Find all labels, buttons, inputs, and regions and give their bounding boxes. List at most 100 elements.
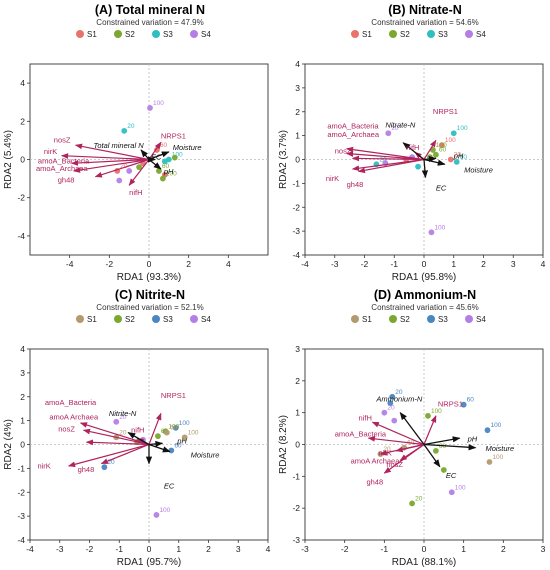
x-tick-label: -4: [301, 259, 309, 269]
constrained-variation-label: Constrained variation = 47.9%: [96, 18, 203, 27]
sample-point-label: 60: [170, 425, 178, 432]
x-tick-label: -1: [381, 544, 389, 554]
sample-point-s3: [121, 127, 128, 134]
sample-point-label: 20: [395, 389, 403, 396]
gene-label-nosz: nosZ: [54, 135, 71, 144]
gene-label-nifh: nifH: [406, 143, 419, 152]
panel-title: (B) Nitrate-N: [388, 3, 462, 17]
sample-point-label: 20: [379, 156, 387, 163]
y-tick-label: 4: [20, 344, 25, 354]
y-tick-label: -4: [17, 535, 25, 545]
gene-label-nrps1: NRPS1: [161, 391, 186, 400]
legend-label-s2: S2: [125, 30, 135, 39]
sample-point-label: 100: [188, 429, 199, 436]
sample-point-label: 100: [179, 420, 190, 427]
gene-vector-nrps1: [423, 415, 437, 445]
legend-marker-s2: [389, 30, 397, 38]
env-label-ammonium-n: Ammonium-N: [375, 395, 422, 404]
env-vector-ec: [423, 444, 441, 468]
panel-total-mineral-n: (A) Total mineral N Constrained variation…: [0, 0, 275, 285]
sample-point-s3: [415, 163, 421, 170]
x-tick-label: -3: [331, 259, 339, 269]
x-tick-label: -2: [341, 544, 349, 554]
sample-point-s4: [391, 417, 398, 424]
env-label-ph: pH: [163, 167, 174, 176]
x-tick-label: 1: [461, 544, 466, 554]
x-tick-label: 2: [206, 544, 211, 554]
gene-label-amoa-bacteria: amoA_Bacteria: [38, 156, 90, 165]
gene-label-nifh: nifH: [129, 188, 142, 197]
sample-point-s1: [447, 156, 454, 163]
x-tick-label: -3: [301, 544, 309, 554]
y-tick-label: 1: [295, 408, 300, 418]
y-tick-label: 2: [295, 107, 300, 117]
y-tick-label: -4: [17, 231, 25, 241]
env-vector-moisture: [148, 443, 171, 453]
env-label-ec: EC: [164, 482, 175, 491]
env-label-moisture: Moisture: [173, 143, 202, 152]
env-vector-ph: [423, 155, 437, 163]
sample-point-s3: [101, 464, 108, 471]
y-axis-label: RDA2 (4%): [3, 419, 14, 470]
legend-marker-s3: [152, 30, 160, 38]
sample-point-label: 60: [439, 443, 447, 450]
sample-point-label: 100: [490, 422, 501, 429]
sample-point-s4: [381, 409, 388, 416]
sample-point-s4: [147, 105, 153, 111]
sample-point-label: 20: [120, 163, 128, 170]
y-tick-label: -3: [292, 535, 300, 545]
legend-label-s2: S2: [400, 30, 410, 39]
legend-marker-s2: [114, 315, 122, 323]
x-tick-label: 1: [451, 259, 456, 269]
legend-label-s4: S4: [201, 30, 211, 39]
env-vector-ph: [148, 158, 162, 170]
env-label-ec: EC: [446, 471, 457, 480]
legend-label-s1: S1: [362, 30, 372, 39]
sample-point-s1: [163, 429, 170, 436]
y-tick-label: -1: [292, 178, 300, 188]
gene-vector-gh48: [357, 158, 425, 174]
gene-vector-nrps1: [148, 412, 162, 445]
sample-point-label: 60: [439, 147, 447, 154]
x-axis-label: RDA1 (95.8%): [392, 272, 456, 283]
sample-point-s2: [159, 175, 166, 182]
y-tick-label: -1: [17, 463, 25, 473]
legend-marker-s4: [465, 30, 473, 38]
env-label-total-mineral-n: Total mineral N: [93, 141, 144, 150]
y-axis-label: RDA2 (3.7%): [278, 130, 289, 189]
env-label-moisture: Moisture: [464, 166, 493, 175]
x-tick-label: 4: [226, 259, 231, 269]
sample-point-s3: [389, 393, 396, 400]
sample-point-s1: [486, 459, 493, 465]
gene-label-nirk: nirK: [44, 147, 57, 156]
gene-vector-nosz: [74, 143, 150, 161]
x-tick-label: 2: [501, 544, 506, 554]
gene-vector-amoa-bacteria: [345, 146, 425, 161]
panel-title: (C) Nitrite-N: [115, 288, 185, 302]
env-vector-ph: [148, 440, 164, 448]
sample-point-s4: [126, 168, 133, 174]
x-tick-label: 3: [236, 544, 241, 554]
gene-vector-amoa-archaea: [345, 151, 425, 161]
panel-title: (A) Total mineral N: [95, 3, 205, 17]
gene-label-nifh: nifH: [359, 414, 372, 423]
env-label-nitrite-n: Nitrite-N: [109, 409, 137, 418]
sample-point-label: 100: [166, 171, 177, 178]
y-tick-label: -3: [17, 511, 25, 521]
legend-label-s1: S1: [87, 30, 97, 39]
gene-label-gh48: gh48: [58, 175, 75, 184]
legend-label-s1: S1: [362, 315, 372, 324]
y-tick-label: 2: [295, 376, 300, 386]
env-label-ec: EC: [151, 153, 162, 162]
x-tick-label: 3: [511, 259, 516, 269]
env-label-ec: EC: [436, 184, 447, 193]
sample-point-label: 100: [159, 507, 170, 514]
env-label-nitrate-n: Nitrate-N: [385, 120, 416, 129]
gene-label-gh48: gh48: [366, 477, 383, 486]
x-tick-label: 0: [147, 544, 152, 554]
gene-vector-amoa-bacteria: [70, 158, 150, 166]
gene-vector-nifh: [128, 159, 150, 186]
y-tick-label: 1: [295, 131, 300, 141]
gene-vector-nifh: [371, 421, 425, 446]
sample-point-label: 100: [434, 224, 445, 231]
